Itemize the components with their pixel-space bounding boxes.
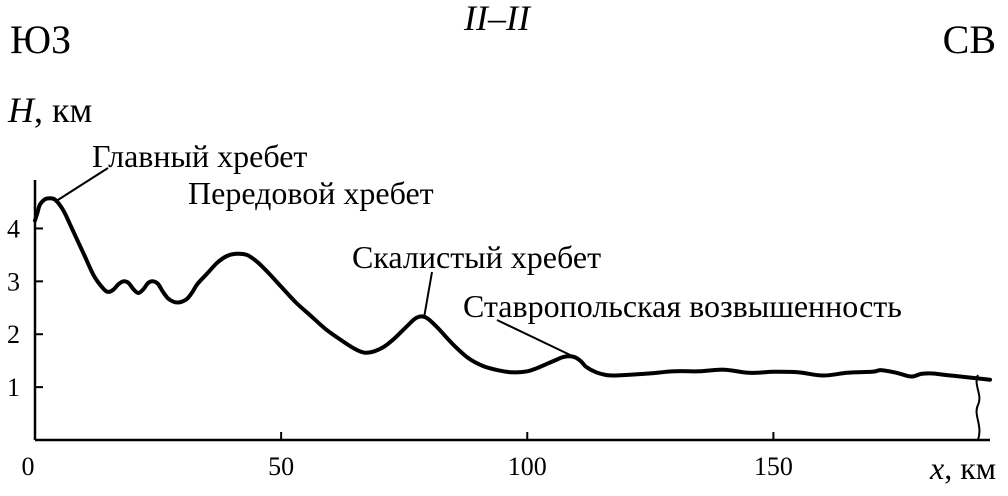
x-axis-symbol: x bbox=[929, 450, 944, 486]
direction-left-label: ЮЗ bbox=[10, 17, 71, 62]
annotation-label: Скалистый хребет bbox=[352, 239, 601, 275]
annotation-label: Ставропольская возвышенность bbox=[463, 288, 902, 324]
y-axis-label: H, км bbox=[7, 90, 92, 130]
x-axis-label: x, км bbox=[929, 450, 996, 486]
x-tick-label: 50 bbox=[268, 452, 294, 481]
y-axis-unit: , км bbox=[34, 90, 92, 130]
annotation-leader-line bbox=[422, 271, 433, 319]
x-tick-label: 100 bbox=[508, 452, 547, 481]
annotation-leader-line bbox=[54, 167, 109, 203]
section-label: II–II bbox=[463, 0, 532, 38]
x-axis-unit: , км bbox=[944, 450, 996, 486]
y-tick-label: 1 bbox=[7, 373, 20, 402]
annotation-label: Главный хребет bbox=[92, 138, 307, 174]
section-break-mark bbox=[975, 374, 981, 441]
direction-right-label: СВ bbox=[943, 17, 996, 62]
y-tick-label: 2 bbox=[7, 320, 20, 349]
y-tick-label: 3 bbox=[7, 267, 20, 296]
x-tick-label: 150 bbox=[754, 452, 793, 481]
annotation-leader-line bbox=[496, 319, 577, 359]
relief-profile-line bbox=[33, 196, 992, 382]
y-tick-label: 4 bbox=[7, 214, 20, 243]
annotation-label: Передовой хребет bbox=[188, 175, 434, 211]
y-axis-symbol: H bbox=[7, 90, 36, 130]
x-tick-label: 0 bbox=[22, 452, 35, 481]
